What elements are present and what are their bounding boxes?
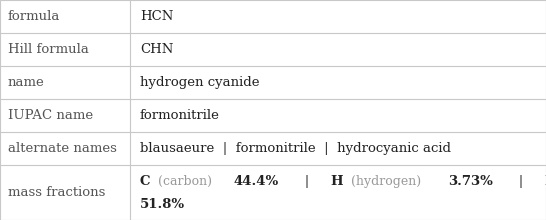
Text: (hydrogen): (hydrogen) <box>347 175 425 188</box>
Text: H: H <box>331 175 343 188</box>
Text: alternate names: alternate names <box>8 142 117 155</box>
Text: mass fractions: mass fractions <box>8 186 105 199</box>
Text: name: name <box>8 76 45 89</box>
Text: hydrogen cyanide: hydrogen cyanide <box>140 76 259 89</box>
Text: (carbon): (carbon) <box>153 175 216 188</box>
Text: 3.73%: 3.73% <box>448 175 492 188</box>
Text: IUPAC name: IUPAC name <box>8 109 93 122</box>
Text: CHN: CHN <box>140 43 174 56</box>
Text: |: | <box>292 175 322 188</box>
Text: |: | <box>506 175 536 188</box>
Text: formula: formula <box>8 10 61 23</box>
Text: N: N <box>544 175 546 188</box>
Text: blausaeure  |  formonitrile  |  hydrocyanic acid: blausaeure | formonitrile | hydrocyanic … <box>140 142 451 155</box>
Text: 51.8%: 51.8% <box>140 198 185 211</box>
Text: HCN: HCN <box>140 10 174 23</box>
Text: Hill formula: Hill formula <box>8 43 89 56</box>
Text: 44.4%: 44.4% <box>234 175 279 188</box>
Text: formonitrile: formonitrile <box>140 109 220 122</box>
Text: C: C <box>140 175 151 188</box>
